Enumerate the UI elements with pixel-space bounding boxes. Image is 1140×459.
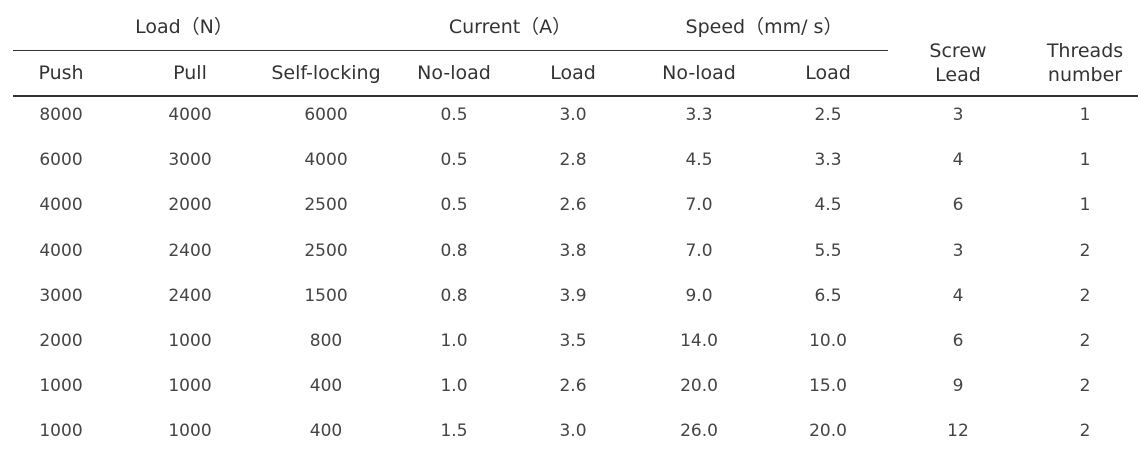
table-cell-speed-load: 3.3: [814, 150, 842, 171]
table-cell-current-load: 3.0: [559, 421, 587, 442]
table-cell-push: 4000: [39, 195, 83, 216]
column-header-self-locking: Self-locking: [271, 64, 380, 83]
column-header-line: Load: [550, 62, 596, 84]
column-header-line: Threads: [1046, 40, 1124, 62]
table-cell-screw-lead: 3: [952, 240, 964, 261]
table-cell-current-load: 3.0: [559, 105, 587, 125]
table-cell-speed-load: 10.0: [809, 331, 847, 351]
table-cell-push: 8000: [39, 105, 83, 125]
table-cell-push: 1000: [39, 376, 83, 397]
table-cell-pull: 4000: [168, 105, 212, 125]
table-cell-threads-number: 1: [1079, 105, 1091, 125]
column-header-line: Screw: [929, 40, 987, 62]
column-header-screw-lead: Screw Lead: [929, 39, 986, 87]
column-header-current-no-load: No-load: [417, 64, 491, 83]
column-header-line: Pull: [173, 62, 207, 84]
table-cell-current-no-load: 0.5: [440, 105, 468, 125]
group-header-current: Current（A）: [448, 16, 572, 38]
group-header-speed: Speed（mm/ s）: [685, 16, 843, 38]
table-cell-current-no-load: 0.5: [440, 150, 468, 171]
table-cell-current-load: 3.5: [559, 331, 587, 351]
table-cell-pull: 1000: [168, 421, 212, 442]
table-cell-speed-load: 4.5: [814, 195, 842, 216]
table-cell-speed-load: 20.0: [809, 421, 847, 442]
table-cell-pull: 1000: [168, 331, 212, 351]
table-cell-threads-number: 2: [1079, 285, 1091, 306]
column-header-speed-load: Load: [805, 64, 851, 83]
table-cell-pull: 2400: [168, 240, 212, 261]
table-cell-push: 4000: [39, 240, 83, 261]
group-header-load: Load（N）: [135, 16, 233, 38]
table-cell-threads-number: 2: [1079, 240, 1091, 261]
table-cell-screw-lead: 3: [952, 105, 964, 125]
table-cell-screw-lead: 12: [947, 421, 969, 442]
table-cell-current-no-load: 0.5: [440, 195, 468, 216]
table-cell-pull: 2000: [168, 195, 212, 216]
table-cell-speed-no-load: 14.0: [680, 331, 718, 351]
column-header-line: Load: [805, 62, 851, 84]
table-cell-self-locking: 400: [309, 421, 343, 442]
table-cell-current-load: 2.6: [559, 195, 587, 216]
table-cell-self-locking: 6000: [304, 105, 348, 125]
column-header-threads-number: Threads number: [1047, 39, 1123, 87]
table-cell-speed-no-load: 7.0: [685, 195, 713, 216]
table-cell-speed-load: 6.5: [814, 285, 842, 306]
column-header-line: No-load: [662, 62, 736, 84]
column-header-line: Lead: [935, 64, 981, 86]
table-cell-current-load: 2.6: [559, 376, 587, 397]
table-cell-current-no-load: 0.8: [440, 240, 468, 261]
table-cell-speed-load: 2.5: [814, 105, 842, 125]
header-bottom-rule: [13, 95, 1138, 97]
table-cell-push: 2000: [39, 331, 83, 351]
table-cell-current-no-load: 1.0: [440, 331, 468, 351]
column-header-line: No-load: [417, 62, 491, 84]
header-divider: [13, 50, 888, 51]
table-cell-speed-no-load: 26.0: [680, 421, 718, 442]
table-cell-push: 1000: [39, 421, 83, 442]
table-cell-speed-no-load: 3.3: [685, 105, 713, 125]
table-cell-pull: 2400: [168, 285, 212, 306]
table-cell-speed-load: 15.0: [809, 376, 847, 397]
table-cell-current-no-load: 1.5: [440, 421, 468, 442]
table-cell-pull: 3000: [168, 150, 212, 171]
table-cell-threads-number: 2: [1079, 376, 1091, 397]
table-cell-current-load: 3.8: [559, 240, 587, 261]
table-cell-push: 6000: [39, 150, 83, 171]
table-cell-screw-lead: 4: [952, 150, 964, 171]
table-cell-screw-lead: 4: [952, 285, 964, 306]
table-cell-speed-no-load: 4.5: [685, 150, 713, 171]
table-cell-screw-lead: 6: [952, 195, 964, 216]
table-cell-push: 3000: [39, 285, 83, 306]
table-cell-current-load: 3.9: [559, 285, 587, 306]
table-cell-self-locking: 2500: [304, 240, 348, 261]
table-cell-self-locking: 2500: [304, 195, 348, 216]
table-cell-screw-lead: 9: [952, 376, 964, 397]
column-header-pull: Pull: [173, 64, 207, 83]
table-cell-current-load: 2.8: [559, 150, 587, 171]
column-header-line: Push: [38, 62, 84, 84]
table-cell-self-locking: 1500: [304, 285, 348, 306]
column-header-current-load: Load: [550, 64, 596, 83]
table-cell-speed-no-load: 9.0: [685, 285, 713, 306]
table-cell-threads-number: 2: [1079, 331, 1091, 351]
table-cell-current-no-load: 0.8: [440, 285, 468, 306]
table-cell-speed-no-load: 20.0: [680, 376, 718, 397]
table-cell-threads-number: 1: [1079, 195, 1091, 216]
table-cell-pull: 1000: [168, 376, 212, 397]
column-header-push: Push: [38, 64, 83, 83]
table-cell-self-locking: 4000: [304, 150, 348, 171]
table-cell-speed-load: 5.5: [814, 240, 842, 261]
table-cell-self-locking: 800: [309, 331, 343, 351]
table-cell-current-no-load: 1.0: [440, 376, 468, 397]
table-cell-threads-number: 2: [1079, 421, 1091, 442]
column-header-line: Self-locking: [271, 62, 381, 84]
column-header-speed-no-load: No-load: [662, 64, 736, 83]
table-cell-speed-no-load: 7.0: [685, 240, 713, 261]
table-cell-threads-number: 1: [1079, 150, 1091, 171]
column-header-line: number: [1047, 64, 1123, 86]
table-cell-self-locking: 400: [309, 376, 343, 397]
table-cell-screw-lead: 6: [952, 331, 964, 351]
